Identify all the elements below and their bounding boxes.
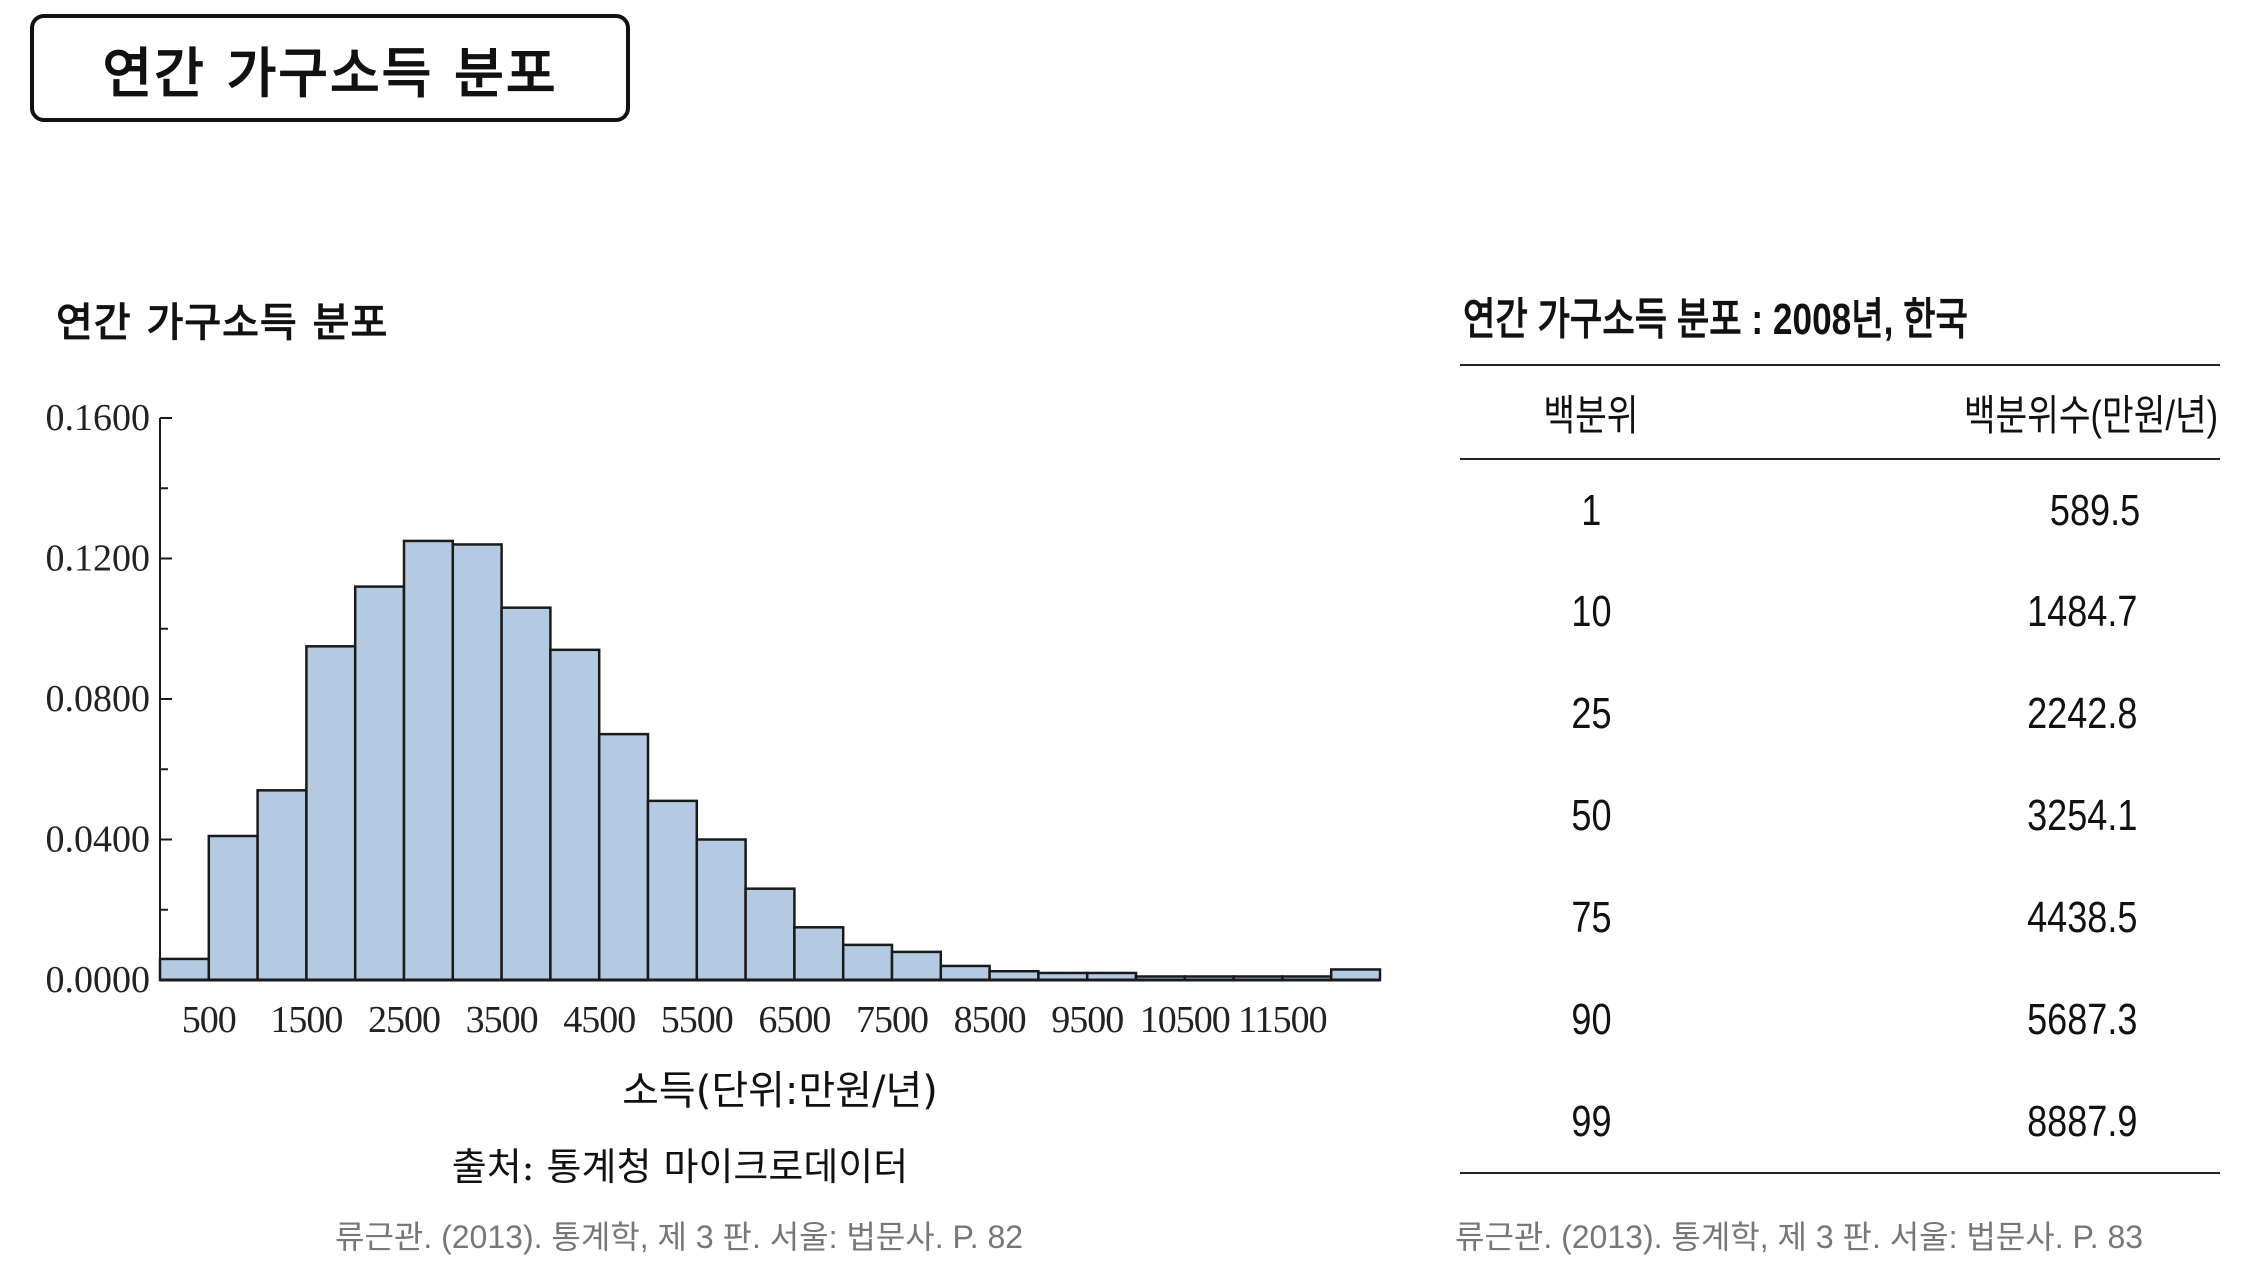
table-title: 연간 가구소득 분포 : 2008년, 한국 (1463, 295, 1968, 344)
histogram-bar (256, 789, 308, 982)
x-tick-label: 11500 (1238, 999, 1327, 1041)
y-tick-label: 0.0400 (46, 819, 151, 861)
table-header-row: 백분위 백분위수(만원/년) (1460, 365, 2220, 459)
y-tick-label: 0.0000 (46, 959, 151, 1001)
table-row: 75 4438.5 (1460, 867, 2220, 969)
histogram-bar (646, 799, 699, 982)
histogram-bar (841, 943, 894, 982)
value-cell: 1484.7 (2027, 587, 2138, 636)
histogram-bar (402, 539, 455, 982)
histogram-bar (158, 957, 211, 982)
histogram-bar (939, 964, 991, 982)
histogram-bar (353, 585, 406, 982)
histogram-bar (451, 543, 503, 982)
header-percentile-value: 백분위수(만원/년) (1963, 391, 2218, 439)
histogram-chart: 0.0000 0.0400 0.0800 0.1200 0.1600 500 1500 250… (46, 397, 1382, 1041)
percentile-cell: 25 (1570, 689, 1612, 738)
table-row: 50 3254.1 (1460, 765, 2220, 867)
value-cell: 589.5 (2049, 485, 2141, 535)
x-tick-label: 9500 (1051, 999, 1123, 1041)
y-tick-label: 0.1200 (46, 538, 151, 580)
percentile-cell: 50 (1570, 791, 1612, 840)
table-row: 90 5687.3 (1460, 969, 2220, 1071)
histogram-bar (890, 950, 943, 982)
histogram-bar (793, 926, 845, 982)
x-tick-label: 500 (182, 999, 236, 1041)
table-row: 10 1484.7 (1460, 561, 2220, 663)
x-tick-label: 5500 (661, 999, 733, 1041)
value-cell: 2242.8 (2027, 689, 2138, 738)
histogram-bar (597, 732, 650, 982)
x-tick-label: 2500 (368, 999, 440, 1041)
percentile-table: 백분위 백분위수(만원/년) 1 589.5 10 1484.7 25 2242… (1460, 364, 2220, 1174)
x-tick-label: 7500 (856, 999, 928, 1041)
chart-heading: 연간 가구소득 분포 (56, 300, 389, 346)
percentile-cell: 99 (1570, 1096, 1612, 1146)
table-row: 1 589.5 (1460, 459, 2220, 561)
x-tick-label: 8500 (954, 999, 1026, 1041)
histogram-bar (305, 645, 357, 982)
header-percentile: 백분위 (1543, 391, 1639, 439)
value-cell: 4438.5 (2027, 893, 2138, 942)
chart-source: 출처: 통계청 마이크로데이터 (451, 1145, 909, 1189)
x-tick-label: 1500 (270, 999, 342, 1041)
citation-right: 류근관. (2013). 통계학, 제 3 판. 서울: 법문사. P. 83 (1455, 1219, 2144, 1255)
histogram-bar (500, 606, 552, 982)
y-tick-label: 0.1600 (46, 397, 151, 439)
y-tick-label: 0.0800 (46, 678, 151, 720)
histogram-bar (1329, 968, 1382, 982)
x-axis-label: 소득(단위:만원/년) (622, 1068, 938, 1114)
histogram-bar (744, 887, 796, 982)
percentile-cell: 75 (1570, 893, 1612, 942)
x-tick-label: 6500 (758, 999, 830, 1041)
slide-title: 연간 가구소득 분포 (30, 14, 630, 122)
value-cell: 5687.3 (2027, 995, 2138, 1044)
x-tick-label: 4500 (563, 999, 635, 1041)
value-cell: 8887.9 (2027, 1096, 2138, 1146)
table-row: 99 8887.9 (1460, 1071, 2220, 1173)
x-tick-label: 3500 (466, 999, 538, 1041)
histogram-bar (549, 648, 601, 982)
histogram-bar (207, 834, 259, 982)
value-cell: 3254.1 (2027, 791, 2138, 840)
percentile-cell: 90 (1570, 995, 1612, 1044)
histogram-bar (695, 838, 747, 982)
percentile-cell: 1 (1580, 485, 1602, 535)
citation-left: 류근관. (2013). 통계학, 제 3 판. 서울: 법문사. P. 82 (335, 1219, 1024, 1255)
x-tick-label: 10500 (1140, 999, 1230, 1041)
percentile-cell: 10 (1570, 587, 1612, 636)
table-row: 25 2242.8 (1460, 663, 2220, 765)
